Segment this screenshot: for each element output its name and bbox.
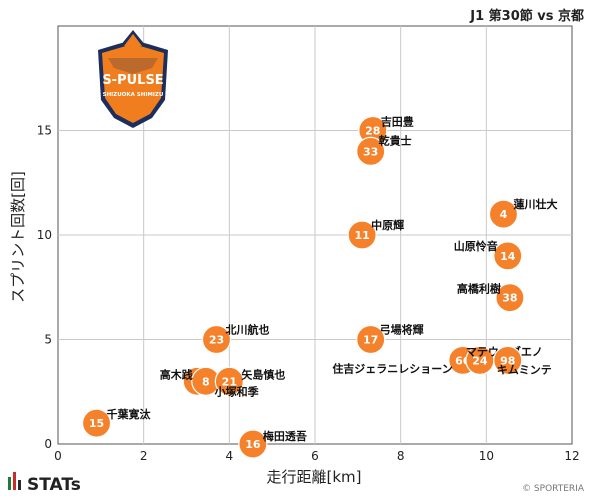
player-number: 11 [354, 229, 369, 242]
player-marker [201, 324, 232, 355]
player-name: 梅田透吾 [263, 429, 307, 443]
crest-subtext: SHIZUOKA SHIMIZU [103, 92, 164, 98]
player-marker [356, 136, 386, 166]
player-marker [495, 283, 525, 313]
player-name: 住吉ジェラニレショーン [332, 361, 452, 375]
page-title: J1 第30節 vs 京都 [469, 8, 584, 24]
crest-shield-inner [102, 44, 164, 123]
y-axis-label: スプリント回数[回] [9, 171, 27, 303]
brand-name: STATs [27, 475, 81, 495]
player-point: 小塚和季 [214, 384, 260, 398]
player-marker [493, 241, 523, 271]
player-name: 吉田豊 [381, 115, 414, 129]
player-number: 8 [202, 375, 210, 388]
player-number: 33 [363, 145, 378, 158]
player-number: 24 [472, 354, 488, 367]
player-name: 弓場将輝 [380, 323, 424, 337]
player-name: 山原怜音 [454, 239, 498, 253]
data-points: 28吉田豊33乾貴士4蓮川壮大11中原輝14山原怜音38高橋利樹23北川航也17… [81, 115, 557, 459]
player-point: 8 高木践 [160, 366, 221, 396]
player-name: 乾貴士 [379, 133, 412, 147]
player-number: 17 [363, 334, 378, 347]
x-axis-label: 走行距離[km] [266, 468, 361, 486]
player-marker [238, 429, 268, 459]
player-marker [347, 220, 377, 250]
player-name: キムミンテ [497, 363, 552, 376]
player-marker [493, 345, 523, 375]
brand-bar-icon [18, 480, 21, 490]
y-tick-label: 5 [44, 333, 52, 347]
brand-bar-icon [8, 477, 11, 490]
player-name: 小塚和季 [214, 384, 260, 398]
x-tick-label: 6 [311, 449, 319, 463]
player-name: 千葉寛汰 [107, 407, 152, 421]
player-marker [488, 199, 519, 229]
crest-mountain [108, 58, 158, 74]
player-number: 16 [245, 438, 261, 451]
y-tick-label: 0 [44, 437, 52, 451]
player-name: 中原輝 [371, 218, 404, 232]
stats-brand: STATs [8, 472, 81, 495]
player-number: 14 [500, 250, 516, 263]
credit-text: © SPORTERIA [522, 484, 585, 494]
x-tick-label: 8 [397, 449, 405, 463]
player-marker [356, 324, 386, 355]
team-crest-logo: S-PULSE SHIZUOKA SHIMIZU [98, 30, 168, 128]
player-number: 38 [502, 292, 517, 305]
player-number: 4 [500, 208, 508, 221]
x-tick-label: 12 [564, 449, 579, 463]
player-number: 23 [209, 334, 224, 347]
player-point: 21 矢島慎也 [214, 366, 285, 396]
x-tick-label: 10 [479, 449, 494, 463]
player-number: 28 [365, 125, 380, 138]
x-tick-label: 0 [54, 449, 62, 463]
x-tick-label: 2 [140, 449, 148, 463]
crest-top-inner [124, 34, 142, 46]
player-name: 蓮川壮大 [513, 197, 557, 211]
player-name: 高木践 [160, 367, 193, 381]
player-point: 4 蓮川壮大 [488, 197, 557, 229]
player-marker [81, 408, 112, 438]
player-name: 矢島慎也 [241, 367, 285, 381]
player-marker [214, 366, 244, 396]
x-tick-label: 4 [226, 449, 234, 463]
y-tick-label: 10 [37, 228, 52, 242]
player-number: 21 [222, 375, 237, 388]
brand-bar-icon [13, 472, 16, 490]
player-number: 15 [89, 417, 104, 430]
crest-wordmark: S-PULSE [102, 73, 163, 88]
player-name: 高橋利樹 [457, 282, 501, 296]
player-name: 北川航也 [225, 323, 269, 337]
player-number: 98 [500, 354, 515, 367]
y-tick-label: 15 [37, 124, 52, 138]
